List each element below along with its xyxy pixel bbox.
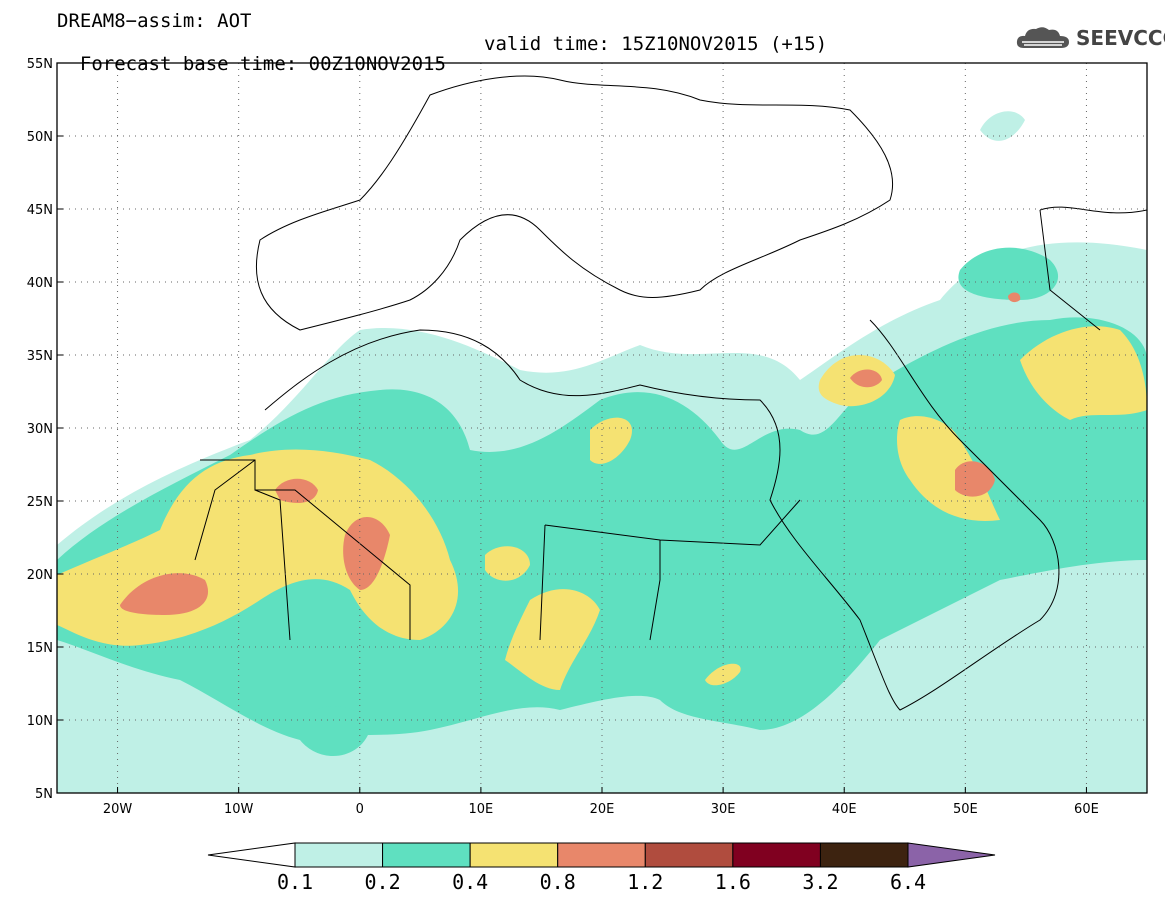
longitude-axis: 20W 10W 0 10E 20E 30E 40E 50E 60E [103, 787, 1099, 817]
latitude-axis: 5N 10N 15N 20N 25N 30N 35N 40N 45N 50N 55N [27, 57, 63, 802]
colorbar-label: 1.6 [715, 870, 751, 894]
colorbar-under-arrow [207, 842, 296, 868]
lon-tick-label: 20W [103, 802, 133, 817]
colorbar-bin [644, 842, 734, 868]
lon-tick-label: 20E [590, 802, 615, 817]
seevccc-logo: SEEVCCC [1016, 24, 1165, 52]
colorbar-label: 6.4 [890, 870, 926, 894]
lat-tick-label: 40N [27, 276, 53, 291]
colorbar-label: 0.8 [540, 870, 576, 894]
lat-tick-label: 45N [27, 203, 53, 218]
colorbar-label: 0.1 [277, 870, 313, 894]
lat-tick-label: 20N [27, 568, 53, 583]
lat-tick-label: 55N [27, 57, 53, 72]
aot-fields [57, 111, 1147, 793]
forecast-base-time: Forecast base time: 00Z10NOV2015 [79, 53, 446, 75]
lon-tick-label: 40E [832, 802, 857, 817]
cloud-icon [1016, 27, 1069, 48]
lat-tick-label: 30N [27, 422, 53, 437]
colorbar-bin [294, 842, 384, 868]
valid-time: valid time: 15Z10NOV2015 (+15) [484, 33, 828, 55]
lat-tick-label: 25N [27, 495, 53, 510]
lon-tick-label: 30E [711, 802, 736, 817]
lon-tick-label: 50E [953, 802, 978, 817]
colorbar-label: 0.2 [365, 870, 401, 894]
lat-tick-label: 10N [27, 714, 53, 729]
map-title: DREAM8−assim: AOT [57, 10, 252, 32]
aot-level-0.8 [120, 292, 1021, 615]
logo-text: SEEVCCC [1076, 26, 1165, 50]
colorbar-label: 3.2 [802, 870, 838, 894]
colorbar-label: 1.2 [627, 870, 663, 894]
lat-tick-label: 35N [27, 349, 53, 364]
lon-tick-label: 10W [224, 802, 254, 817]
colorbar-bin [469, 842, 559, 868]
colorbar-bin [382, 842, 471, 868]
lon-tick-label: 0 [356, 802, 364, 817]
colorbar-bin [732, 842, 821, 868]
lat-tick-label: 5N [35, 787, 53, 802]
colorbar-bin [819, 842, 909, 868]
colorbar-bin [557, 842, 646, 868]
lon-tick-label: 10E [469, 802, 494, 817]
lat-tick-label: 15N [27, 641, 53, 656]
aot-level-0.2 [57, 247, 1147, 757]
forecast-time-line: Forecast base time: 00Z10NOV2015 valid t… [57, 34, 827, 94]
lon-tick-label: 60E [1074, 802, 1099, 817]
colorbar-label: 0.4 [452, 870, 488, 894]
lat-tick-label: 50N [27, 130, 53, 145]
country-borders [194, 75, 1147, 711]
colorbar: 0.1 0.2 0.4 0.8 1.2 1.6 3.2 6.4 [207, 842, 996, 894]
colorbar-over-arrow [907, 842, 996, 868]
